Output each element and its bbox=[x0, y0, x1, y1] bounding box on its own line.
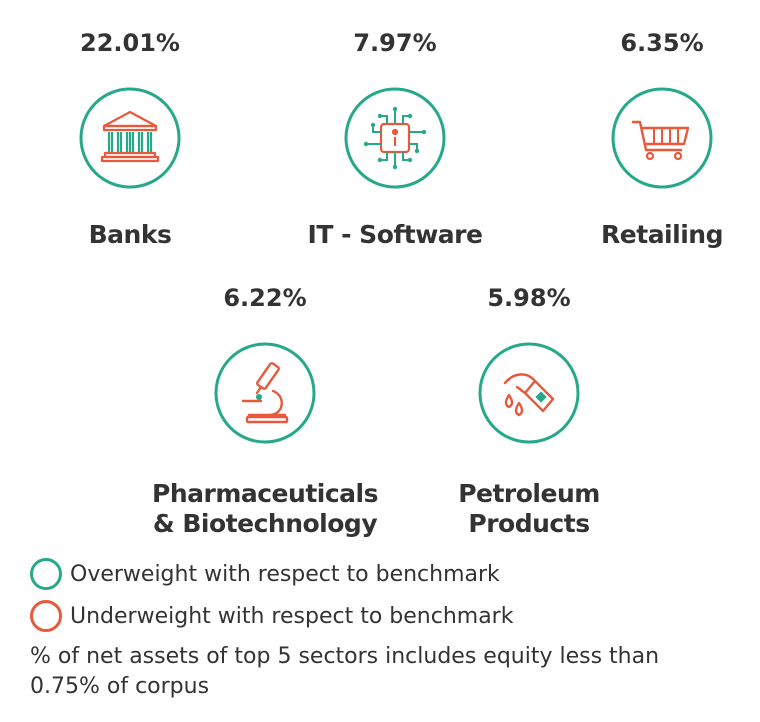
chip-icon bbox=[343, 86, 447, 190]
sector-weight: 6.35% bbox=[620, 29, 704, 57]
sector-card-pharmaceuticals-biotechnology: 6.22% Pharmaceuticals & Biotechnology bbox=[145, 283, 385, 543]
legend-underweight: Underweight with respect to benchmark bbox=[30, 598, 513, 634]
legend-overweight-label: Overweight with respect to benchmark bbox=[70, 561, 500, 587]
footnote-line-2: 0.75% of corpus bbox=[30, 674, 210, 699]
sector-name-line-1: Petroleum bbox=[458, 479, 600, 508]
sector-name-line-2: & Biotechnology bbox=[152, 509, 378, 538]
sector-card-petroleum-products: 5.98% Petroleum Products bbox=[409, 283, 649, 543]
sector-weight: 5.98% bbox=[487, 284, 571, 312]
sector-weight: 22.01% bbox=[80, 29, 180, 57]
sector-card-it-software: 7.97% IT - Software bbox=[275, 28, 515, 258]
bank-icon bbox=[78, 86, 182, 190]
sector-weight: 7.97% bbox=[353, 29, 437, 57]
legend-overweight: Overweight with respect to benchmark bbox=[30, 556, 500, 592]
footnote: % of net assets of top 5 sectors include… bbox=[30, 642, 730, 702]
legend-underweight-label: Underweight with respect to benchmark bbox=[70, 603, 514, 629]
sector-card-banks: 22.01% Banks bbox=[10, 28, 250, 258]
sector-weight: 6.22% bbox=[223, 284, 307, 312]
sector-name: Banks bbox=[88, 220, 172, 249]
microscope-icon bbox=[213, 341, 317, 445]
sector-name: Retailing bbox=[601, 220, 723, 249]
sector-name-line-2: Products bbox=[468, 509, 590, 538]
overweight-circle-icon bbox=[30, 558, 62, 590]
sector-name-line-1: Pharmaceuticals bbox=[152, 479, 378, 508]
footnote-line-1: % of net assets of top 5 sectors include… bbox=[30, 644, 660, 669]
underweight-circle-icon bbox=[30, 600, 62, 632]
shopping-cart-icon bbox=[610, 86, 714, 190]
fuel-nozzle-icon bbox=[477, 341, 581, 445]
sector-card-retailing: 6.35% Retailing bbox=[542, 28, 760, 258]
sector-name: IT - Software bbox=[307, 220, 483, 249]
